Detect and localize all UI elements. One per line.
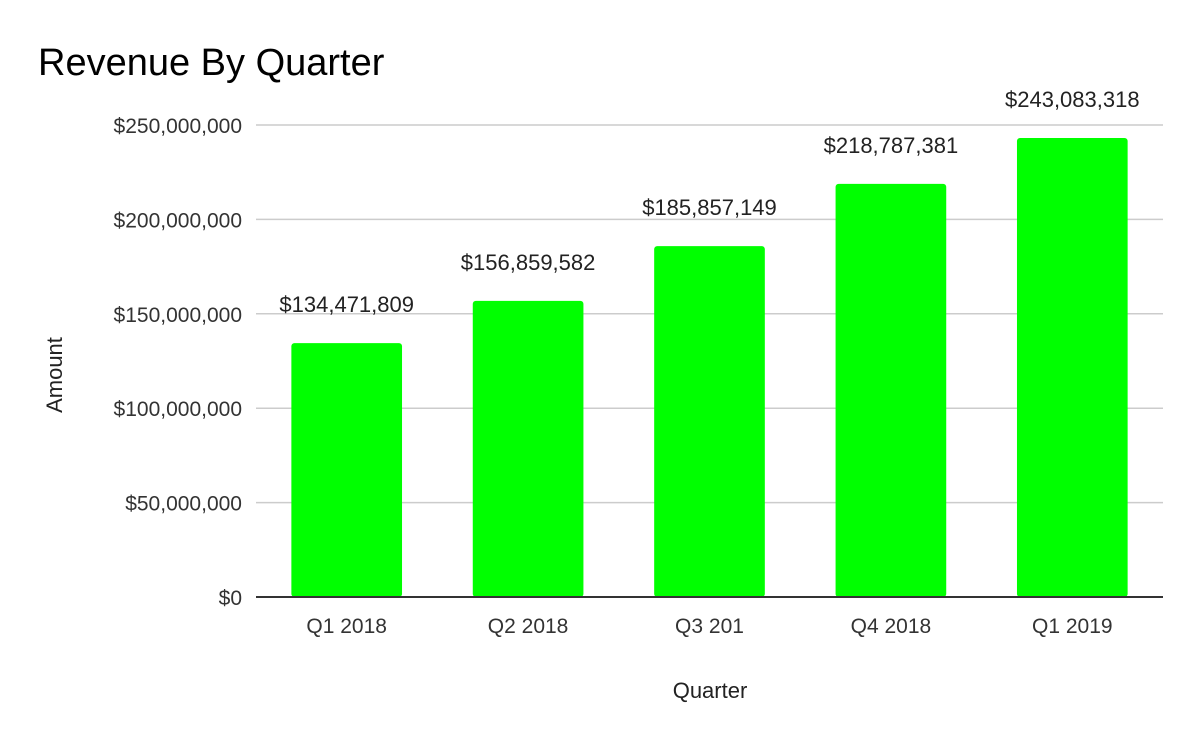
y-tick-label: $250,000,000	[114, 115, 242, 138]
bar-3	[654, 246, 765, 598]
x-axis-title: Quarter	[673, 678, 748, 703]
x-tick-label: Q4 2018	[851, 615, 932, 638]
y-tick-label: $150,000,000	[114, 304, 242, 327]
bar-value-label: $134,471,809	[279, 292, 414, 317]
bars	[291, 138, 1128, 598]
x-tick-label: Q2 2018	[488, 615, 569, 638]
y-tick-label: $100,000,000	[114, 398, 242, 421]
y-axis-ticks: $0 $50,000,000 $100,000,000 $150,000,000 $20…	[114, 115, 242, 610]
y-tick-label: $200,000,000	[114, 209, 242, 232]
x-tick-label: Q1 2019	[1032, 615, 1113, 638]
bar-value-label: $218,787,381	[824, 133, 959, 158]
bar-4	[835, 183, 947, 597]
bar-value-label: $156,859,582	[461, 250, 596, 275]
bar-value-label: $243,083,318	[1005, 87, 1140, 112]
bar-value-label: $185,857,149	[642, 195, 777, 220]
data-labels: $134,471,809 $156,859,582 $185,857,149 $218…	[279, 87, 1139, 317]
chart-title: Revenue By Quarter	[38, 42, 385, 84]
bar-1	[291, 343, 403, 597]
y-axis-title: Amount	[42, 337, 67, 413]
y-tick-label: $50,000,000	[125, 493, 242, 516]
x-tick-label: Q3 201	[675, 615, 744, 638]
x-tick-label: Q1 2018	[306, 615, 387, 638]
bar-2	[472, 300, 584, 597]
bar-5	[1016, 138, 1128, 597]
y-tick-label: $0	[219, 587, 242, 610]
x-axis-ticks: Q1 2018 Q2 2018 Q3 201 Q4 2018 Q1 2019	[306, 615, 1112, 638]
